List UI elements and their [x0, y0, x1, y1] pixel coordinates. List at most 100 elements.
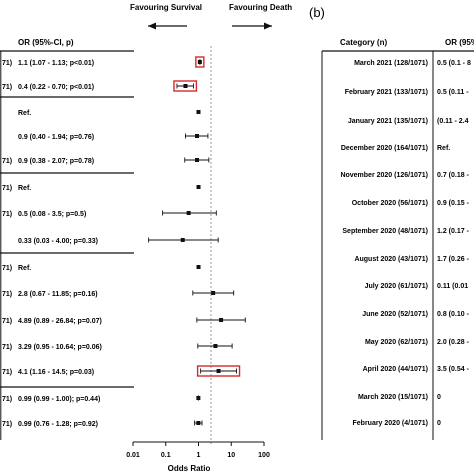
category-label: March 2020 (15/1071): [358, 394, 428, 401]
point-estimate: [196, 110, 201, 114]
category-label: February 2020 (4/1071): [353, 420, 429, 427]
row-label-fragment: 71): [2, 396, 12, 403]
forest-row-mark: [196, 110, 201, 114]
panel-a-rows: 71) 71) 71) 71) 71) 71) 71) 71) 71) 71) 71) 71) 1.1 …: [2, 60, 102, 428]
or-ci-text: 0.5 (0.08 - 3.5; p=0.5): [18, 211, 86, 218]
panel-b-header-category: Category (n): [340, 38, 387, 47]
or-ci-text: 0.5 (0.11 -: [437, 89, 469, 96]
category-label: March 2021 (128/1071): [354, 60, 428, 67]
point-estimate: [196, 396, 201, 400]
forest-row-mark: [192, 290, 235, 296]
forest-row-mark: [148, 237, 219, 243]
direction-right-arrow: [232, 22, 272, 30]
panel-b-header-or: OR (95%: [445, 38, 474, 47]
point-estimate: [180, 238, 185, 242]
or-ci-text: Ref.: [437, 145, 450, 152]
category-label: February 2021 (133/1071): [345, 89, 428, 96]
row-label-fragment: 71): [2, 318, 12, 325]
category-label: November 2020 (126/1071): [340, 172, 428, 179]
panel-b-label: (b): [309, 5, 325, 20]
forest-row-mark: [196, 185, 201, 189]
forest-row-mark: [195, 56, 205, 68]
point-estimate: [183, 84, 188, 88]
category-label: December 2020 (164/1071): [341, 145, 428, 152]
category-label: June 2020 (52/1071): [362, 311, 428, 318]
x-tick-label: 0.1: [161, 452, 171, 459]
forest-row-mark: [173, 80, 198, 92]
or-ci-text: 0.7 (0.18 -: [437, 172, 470, 179]
or-ci-text: 0: [437, 394, 441, 401]
or-ci-text: 1.2 (0.17 -: [437, 228, 470, 235]
forest-row-mark: [196, 395, 201, 401]
or-ci-text: 4.89 (0.89 - 26.84; p=0.07): [18, 318, 102, 325]
row-label-fragment: 71): [2, 211, 12, 218]
category-label: August 2020 (43/1071): [354, 256, 428, 263]
panel-b: (b) Category (n) OR (95% March 2021 (128…: [309, 5, 474, 440]
or-ci-text: 3.29 (0.95 - 10.64; p=0.06): [18, 344, 102, 351]
forest-row-mark: [197, 343, 233, 349]
forest-row-mark: [185, 133, 209, 139]
point-estimate: [197, 60, 202, 64]
x-tick-label: 100: [258, 452, 270, 459]
highlight-box: [173, 80, 198, 92]
x-tick-label: 10: [227, 452, 235, 459]
row-label-fragment: 71): [2, 291, 12, 298]
category-label: May 2020 (62/1071): [365, 339, 428, 346]
or-ci-text: 0.9 (0.15 -: [437, 200, 470, 207]
forest-row-mark: [196, 317, 246, 323]
highlight-box: [195, 56, 205, 68]
or-ci-text: 0.9 (0.38 - 2.07; p=0.78): [18, 158, 94, 165]
or-ci-text: 0.99 (0.99 - 1.00); p=0.44): [18, 396, 100, 403]
or-ci-text: 1.1 (1.07 - 1.13; p<0.01): [18, 60, 94, 67]
or-ci-text: 0.99 (0.76 - 1.28; p=0.92): [18, 421, 98, 428]
direction-right-label: Favouring Death: [229, 3, 292, 12]
panel-b-rows: March 2021 (128/1071) 0.5 (0.1 - 8 Februar…: [340, 60, 471, 427]
category-label: October 2020 (56/1071): [352, 200, 428, 207]
x-axis-label: Odds Ratio: [168, 464, 211, 473]
row-label-fragment: 71): [2, 369, 12, 376]
point-estimate: [195, 134, 200, 138]
or-ci-text: 4.1 (1.16 - 14.5; p=0.03): [18, 369, 94, 376]
direction-left-label: Favouring Survival: [130, 3, 202, 12]
column-header-or: OR (95%-CI, p): [18, 38, 74, 47]
point-estimate: [213, 344, 218, 348]
point-estimate: [195, 158, 200, 162]
row-label-fragment: 71): [2, 421, 12, 428]
forest-row-mark: [184, 157, 210, 163]
point-estimate: [211, 291, 216, 295]
or-ci-text: 0: [437, 420, 441, 427]
or-ci-text: 3.5 (0.54 -: [437, 366, 470, 373]
forest-row-mark: [196, 265, 201, 269]
x-axis: 0.01 0.1 1 10 100: [126, 442, 270, 459]
or-ci-text: 2.0 (0.28 -: [437, 339, 470, 346]
or-ci-text: Ref.: [18, 110, 31, 117]
point-estimate: [196, 265, 201, 269]
category-label: January 2021 (135/1071): [348, 118, 428, 125]
forest-row-mark: [196, 365, 241, 377]
or-ci-text: Ref.: [18, 265, 31, 272]
direction-left-arrow: [148, 22, 187, 30]
point-estimate: [196, 185, 201, 189]
row-label-fragment: 71): [2, 185, 12, 192]
category-label: April 2020 (44/1071): [363, 366, 428, 373]
or-ci-text: 1.7 (0.26 -: [437, 256, 470, 263]
highlight-box: [196, 365, 241, 377]
or-ci-text: 0.5 (0.1 - 8: [437, 60, 471, 67]
point-estimate: [196, 421, 201, 425]
point-estimate: [219, 318, 224, 322]
point-estimate: [186, 211, 191, 215]
row-label-fragment: 71): [2, 265, 12, 272]
panel-a-plot: [148, 56, 246, 426]
row-label-fragment: 71): [2, 84, 12, 91]
or-ci-text: 2.8 (0.67 - 11.85; p=0.16): [18, 291, 98, 298]
forest-row-mark: [162, 210, 217, 216]
x-tick-label: 0.01: [126, 452, 140, 459]
or-ci-text: Ref.: [18, 185, 31, 192]
or-ci-text: 0.8 (0.10 -: [437, 311, 470, 318]
category-label: September 2020 (48/1071): [342, 228, 428, 235]
or-ci-text: 0.9 (0.40 - 1.94; p=0.76): [18, 134, 94, 141]
row-label-fragment: 71): [2, 158, 12, 165]
row-label-fragment: 71): [2, 60, 12, 67]
category-label: July 2020 (61/1071): [365, 283, 428, 290]
